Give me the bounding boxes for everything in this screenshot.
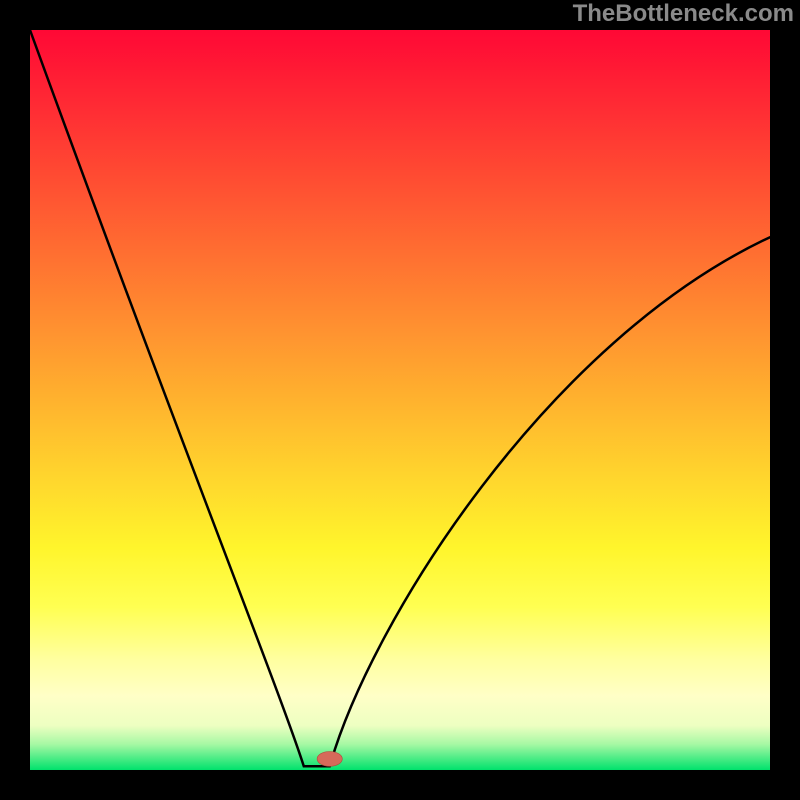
chart-container: TheBottleneck.com <box>0 0 800 800</box>
optimal-point-marker <box>317 752 342 767</box>
bottleneck-chart <box>0 0 800 800</box>
plot-background <box>30 30 770 770</box>
watermark-text: TheBottleneck.com <box>573 0 794 28</box>
